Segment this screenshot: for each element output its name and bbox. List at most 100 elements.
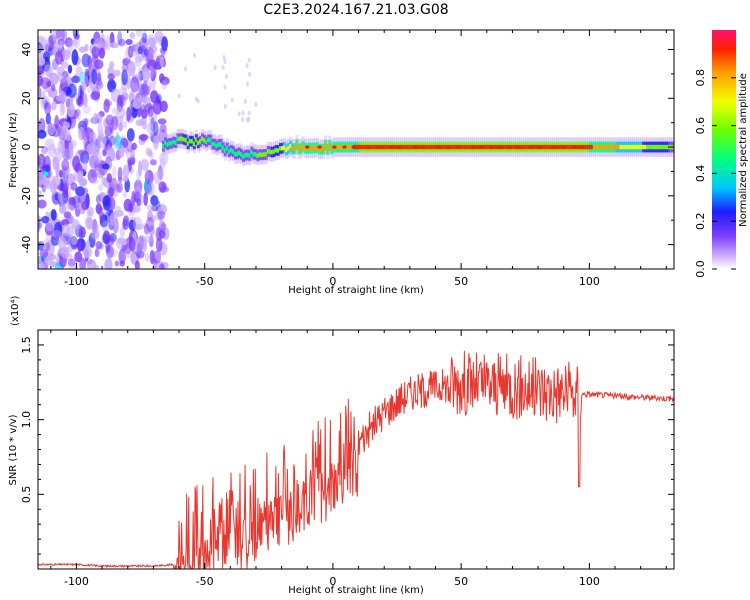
spectrogram-noise-blob	[87, 55, 93, 69]
spectrogram-noise-blob	[146, 85, 151, 95]
snr-xtick-label: 0	[329, 575, 336, 588]
spectrogram-ridge-core	[484, 144, 488, 150]
spectrogram-noise-blob	[109, 197, 116, 210]
spectrogram-ridge-core	[443, 144, 447, 150]
spectrogram-noise-blob	[71, 75, 81, 84]
spectrogram-ridge-core	[658, 144, 662, 150]
spectrogram-ridge-core	[599, 144, 603, 150]
spectrogram-ridge-core	[369, 144, 373, 150]
spectrogram-noise-blob	[38, 42, 43, 54]
spectrogram-noise-blob	[87, 169, 98, 184]
spectrogram-noise-blob	[70, 236, 78, 246]
spectrogram-noise-blob	[95, 224, 100, 239]
spectrogram-ticks: -100 -50 0 50 100 -40 -20 0 20 40	[20, 30, 674, 288]
spectrogram-noise-blob	[68, 196, 76, 206]
spectrogram-ridge-core	[473, 144, 478, 150]
spectrogram-noise-blob	[70, 182, 78, 191]
spectrogram-ytick-label: 0	[20, 144, 33, 151]
spectrogram-noise-blob	[131, 204, 141, 213]
spectrogram-noise-blob	[143, 192, 148, 207]
spectrogram-noise-blob	[60, 201, 67, 212]
spectrogram-noise-blob	[113, 135, 124, 150]
spectrogram-noise-blob	[128, 202, 134, 213]
spectrogram-ridge-core	[246, 152, 250, 158]
spectrogram-noise-blob	[67, 258, 77, 269]
spectrogram-noise-blob	[105, 244, 114, 259]
spectrogram-ridge-core	[638, 144, 642, 150]
spectrogram-ridge-core	[178, 136, 182, 141]
spectrogram-ridge-core	[262, 152, 266, 157]
spectrogram-noise-blob	[77, 97, 84, 105]
spectrogram-noise-blob	[124, 46, 132, 61]
spectrogram-ridge-core	[430, 144, 435, 150]
spectrogram-frame	[37, 29, 675, 270]
spectrogram-ridge-core	[205, 139, 209, 145]
spectrogram-noise-blob	[81, 201, 89, 211]
spectrogram-noise-blob	[102, 149, 107, 157]
spectrogram-ridge-core	[543, 144, 547, 150]
spectrogram-ridge-core	[642, 144, 646, 150]
spectrogram-noise-blob	[132, 216, 143, 231]
snr-ticks: -100 -50 0 50 100 0.5 1.0 1.5	[20, 330, 674, 588]
spectrogram-ridge-core	[240, 152, 244, 157]
spectrogram-peak	[351, 145, 356, 149]
spectrogram-ridge-core	[605, 144, 609, 150]
colorbar-ticks: 0.0 0.2 0.4 0.6 0.8	[694, 69, 736, 278]
spectrogram-ridge-core	[617, 144, 621, 150]
spectrogram-ridge-core	[373, 144, 377, 150]
spectrogram-peak	[579, 145, 584, 149]
spectrogram-ridge-core	[268, 149, 272, 154]
spectrogram-noise-blob	[107, 73, 115, 81]
spectrogram-noise-blob	[247, 57, 251, 63]
spectrogram-ridge-core	[166, 142, 170, 147]
spectrogram-noise-blob	[142, 97, 148, 104]
spectrogram-noise-blob	[73, 33, 80, 40]
spectrogram-noise-blob	[38, 155, 43, 171]
spectrogram-ridge-core	[348, 144, 352, 150]
spectrogram-noise-blob	[128, 91, 135, 104]
spectrogram-noise-blob	[142, 238, 147, 253]
spectrogram-ridge-core	[535, 144, 539, 150]
spectrogram-noise-blob	[38, 240, 45, 251]
spectrogram-ridge-core	[283, 145, 287, 150]
spectrogram-ridge-core	[237, 150, 242, 155]
spectrogram-noise-blob	[95, 81, 104, 90]
spectrogram-noise-blob	[49, 253, 57, 261]
spectrogram-noise-blob	[41, 164, 51, 173]
spectrogram-noise-blob	[38, 56, 46, 66]
spectrogram-noise-blob	[143, 65, 149, 80]
spectrogram-ridge-core	[309, 146, 313, 151]
spectrogram-noise-blob	[38, 156, 41, 166]
spectrogram-noise-blob	[159, 157, 166, 170]
spectrogram-noise-blob	[107, 78, 116, 93]
spectrogram-ridge-core	[441, 144, 445, 150]
spectrogram-noise-blob	[58, 169, 63, 179]
spectrogram-ridge-core	[233, 151, 238, 157]
spectrogram-ridge-core	[303, 145, 307, 151]
spectrogram-ridge-core	[504, 144, 508, 150]
spectrogram-ridge-core	[377, 144, 381, 150]
spectrogram-noise-blob	[47, 87, 53, 98]
spectrogram-ridge-core	[525, 144, 529, 150]
spectrogram-peak	[498, 145, 504, 149]
spectrogram-noise-blob	[115, 132, 120, 146]
spectrogram-noise-blob	[147, 214, 157, 223]
spectrogram-ridge-core	[260, 152, 264, 158]
spectrogram-ridge-core	[547, 144, 551, 150]
spectrogram-noise-blob	[98, 184, 104, 192]
spectrogram-ridge-core	[635, 144, 640, 150]
spectrogram-ridge-core	[180, 136, 184, 141]
spectrogram-noise-blob	[127, 157, 136, 166]
spectrogram-ridge-core	[574, 144, 578, 150]
spectrogram-noise-blob	[38, 129, 47, 139]
spectrogram-ridge-core	[254, 152, 258, 157]
spectrogram-ridge-core	[264, 152, 268, 157]
spectrogram-noise-blob	[58, 204, 66, 215]
spectrogram-peak	[470, 145, 476, 149]
spectrogram-peak	[365, 145, 371, 149]
spectrogram-noise-blob	[136, 169, 141, 183]
spectrogram-noise-blob	[147, 50, 157, 61]
spectrogram-ridge-core	[558, 144, 562, 150]
spectrogram-ridge-core	[242, 154, 246, 159]
spectrogram-ridge-core	[299, 145, 303, 151]
